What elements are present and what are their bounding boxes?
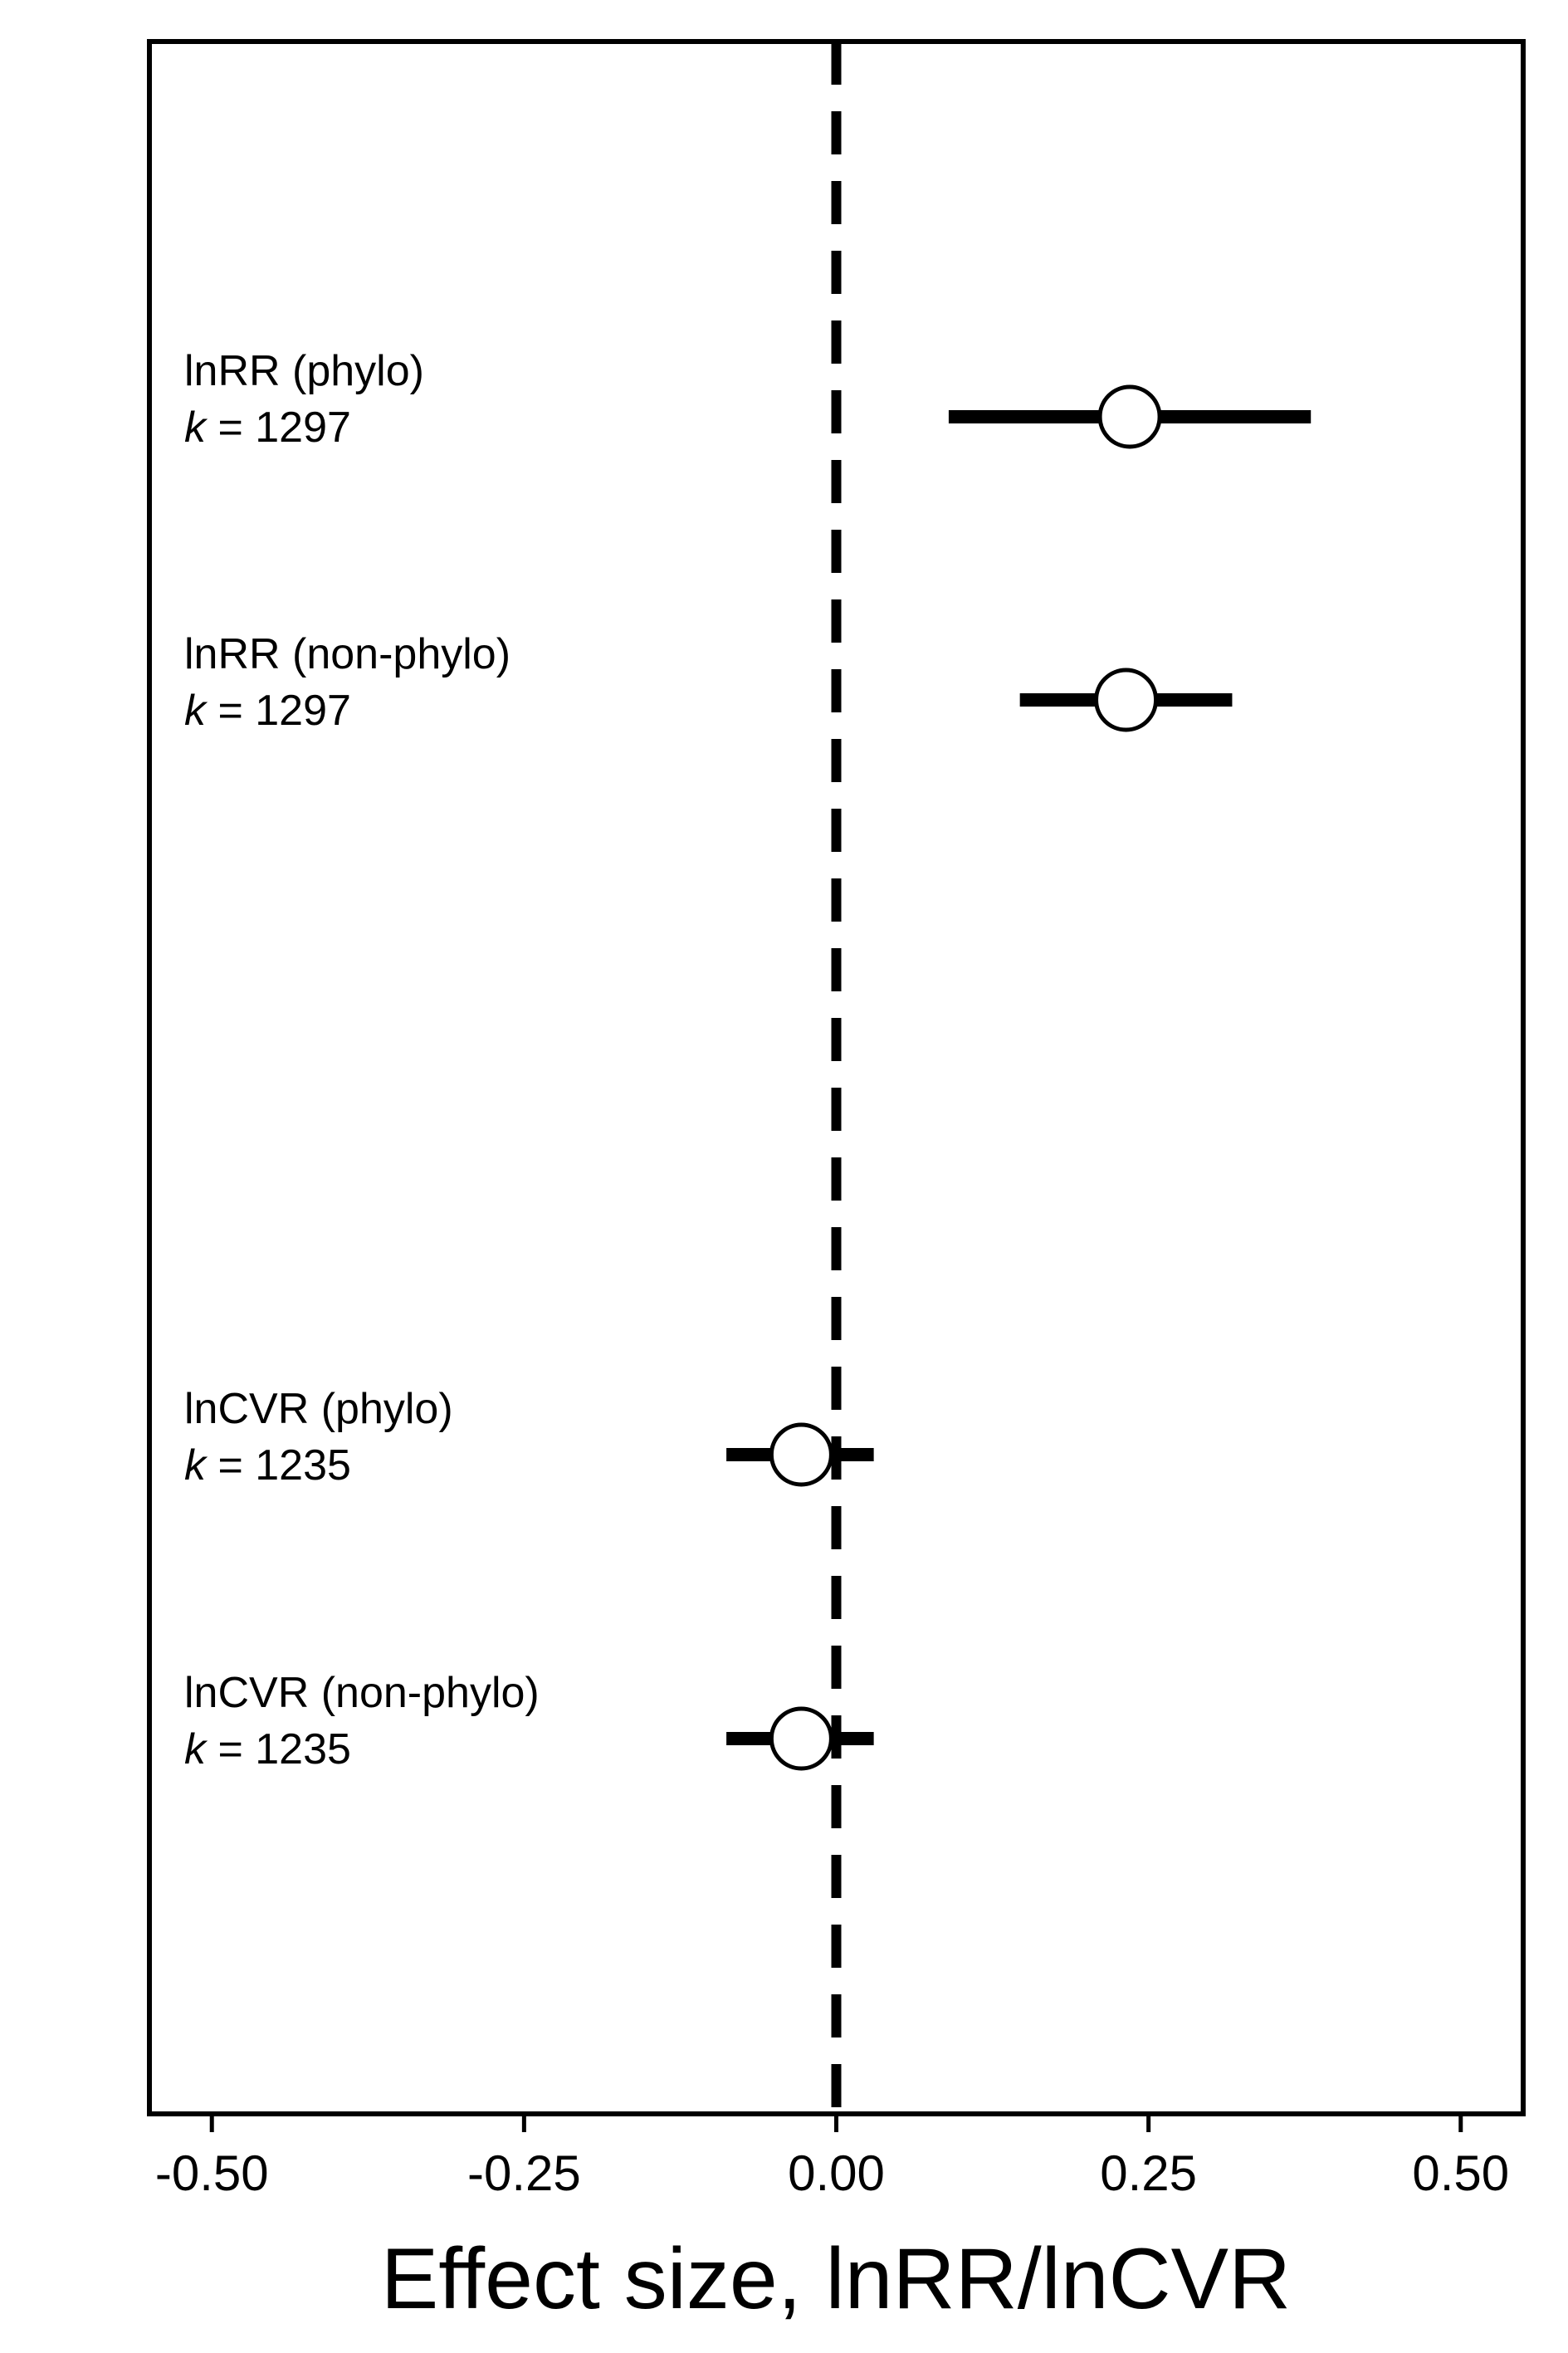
x-axis: -0.50 -0.25 0.00 0.25 0.50	[155, 42, 1509, 2201]
point-estimate	[769, 1706, 833, 1771]
row-k-label: k = 1235	[184, 1441, 351, 1490]
point-estimate	[769, 1422, 833, 1487]
x-tick-label: -0.25	[467, 2145, 581, 2201]
x-axis-title: Effect size, lnRR/lnCVR	[381, 2231, 1291, 2327]
row-label: lnRR (phylo)	[184, 347, 424, 395]
point-estimate	[1097, 384, 1162, 449]
x-tick-label: 0.00	[788, 2145, 885, 2201]
row-k-label: k = 1297	[184, 687, 351, 735]
x-tick-label: -0.50	[155, 2145, 269, 2201]
x-tick-label: 0.50	[1412, 2145, 1509, 2201]
row-label: lnCVR (non-phylo)	[184, 1669, 540, 1717]
row-label: lnRR (non-phylo)	[184, 630, 510, 678]
x-tick-label: 0.25	[1100, 2145, 1197, 2201]
forest-rows: lnRR (phylo) k = 1297 lnRR (non-phylo) k = …	[184, 347, 1312, 1773]
row-label: lnCVR (phylo)	[184, 1385, 453, 1433]
row-k-label: k = 1297	[184, 404, 351, 452]
row-k-label: k = 1235	[184, 1725, 351, 1773]
point-estimate	[1094, 668, 1159, 732]
